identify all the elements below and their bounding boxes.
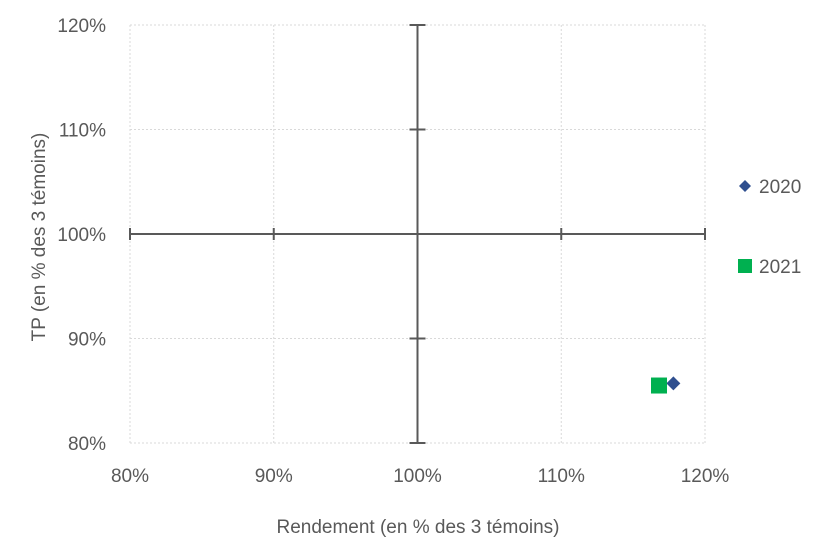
legend: 2020 2021 [738,177,801,278]
data-points [651,376,681,394]
y-tick-label: 120% [57,16,106,37]
x-tick-label: 80% [111,466,149,487]
legend-marker-2021 [738,259,752,273]
data-point-2021 [651,377,667,394]
y-tick-label: 110% [59,121,106,142]
x-tick-label: 100% [393,466,442,487]
x-axis-title: Rendement (en % des 3 témoins) [276,517,559,538]
y-axis-title: TP (en % des 3 témoins) [29,133,50,342]
data-point-2020 [666,376,681,391]
x-tick-label: 90% [255,466,293,487]
legend-label-2021: 2021 [759,257,801,278]
x-tick-label: 120% [681,466,730,487]
x-tick-labels: 80% 90% 100% 110% 120% [111,466,729,487]
legend-label-2020: 2020 [759,177,801,198]
y-tick-label: 100% [57,225,106,246]
y-tick-label: 90% [68,330,106,351]
crosshair-axes [129,24,706,444]
legend-marker-2020 [739,180,751,192]
x-tick-label: 110% [538,466,585,487]
y-tick-label: 80% [68,434,106,455]
y-tick-labels: 80% 90% 100% 110% 120% [57,16,106,455]
